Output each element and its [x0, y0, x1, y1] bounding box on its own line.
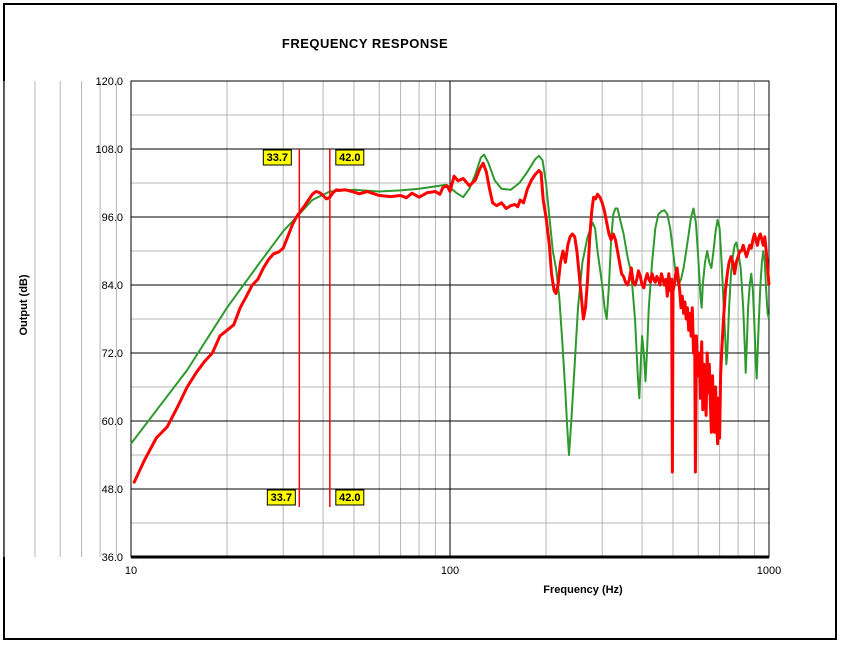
y-tick-labels: 36.0 48.0 60.0 72.0 84.0 96.0 108.0 120.0	[95, 76, 123, 564]
chart-title: FREQUENCY RESPONSE	[282, 36, 448, 51]
marker-label-box	[266, 489, 296, 506]
series-lines	[130, 153, 771, 484]
marker-label-box	[262, 149, 292, 166]
x-tick-label: 1000	[757, 565, 781, 577]
y-tick-label: 84.0	[102, 280, 123, 292]
x-tick-labels: 10 100 1000	[125, 565, 781, 577]
y-tick-label: 96.0	[102, 212, 123, 224]
marker-label-box	[335, 489, 365, 506]
grid	[3, 81, 769, 557]
marker-label: 33.7	[267, 152, 288, 164]
x-tick-label: 100	[441, 565, 459, 577]
y-tick-label: 36.0	[102, 552, 123, 564]
y-tick-label: 72.0	[102, 348, 123, 360]
marker-label: 42.0	[339, 152, 360, 164]
y-tick-label: 60.0	[102, 416, 123, 428]
y-tick-label: 48.0	[102, 484, 123, 496]
green-response-line	[130, 153, 770, 456]
x-axis-label: Frequency (Hz)	[543, 584, 623, 596]
red-response-line	[132, 161, 771, 484]
y-tick-label: 120.0	[95, 76, 123, 88]
y-tick-label: 108.0	[95, 144, 123, 156]
marker-label: 42.0	[339, 492, 360, 504]
y-axis-label: Output (dB)	[18, 274, 30, 335]
frequency-markers: 33.7 33.7 42.0 42.0	[262, 149, 365, 507]
x-tick-label: 10	[125, 565, 137, 577]
marker-label-box	[335, 149, 365, 166]
marker-label: 33.7	[271, 492, 292, 504]
